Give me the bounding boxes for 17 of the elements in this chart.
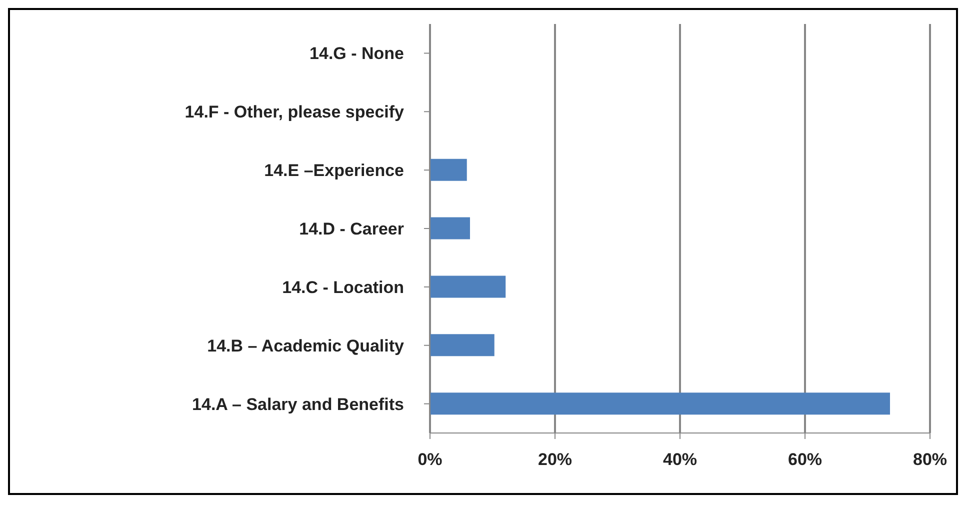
y-tick-label: 14.D - Career [299,220,404,239]
x-tick-label: 80% [912,450,948,470]
x-tick-label: 0% [418,450,442,470]
x-tick-label: 40% [662,450,698,470]
x-tick-label: 60% [788,450,822,470]
y-tick-label: 14.F - Other, please specify [184,102,405,122]
bar [430,158,467,181]
y-tick-label: 14.B – Academic Quality [207,336,405,356]
bar [430,276,506,298]
bar [430,392,890,415]
bar [430,217,470,240]
y-tick-label: 14.E –Experience [264,161,404,180]
y-tick-label: 14.C - Location [282,278,404,297]
y-tick-label: 14.G - None [310,44,404,64]
bar [430,334,494,356]
x-tick-label: 20% [538,450,572,470]
y-tick-label: 14.A – Salary and Benefits [192,394,404,414]
